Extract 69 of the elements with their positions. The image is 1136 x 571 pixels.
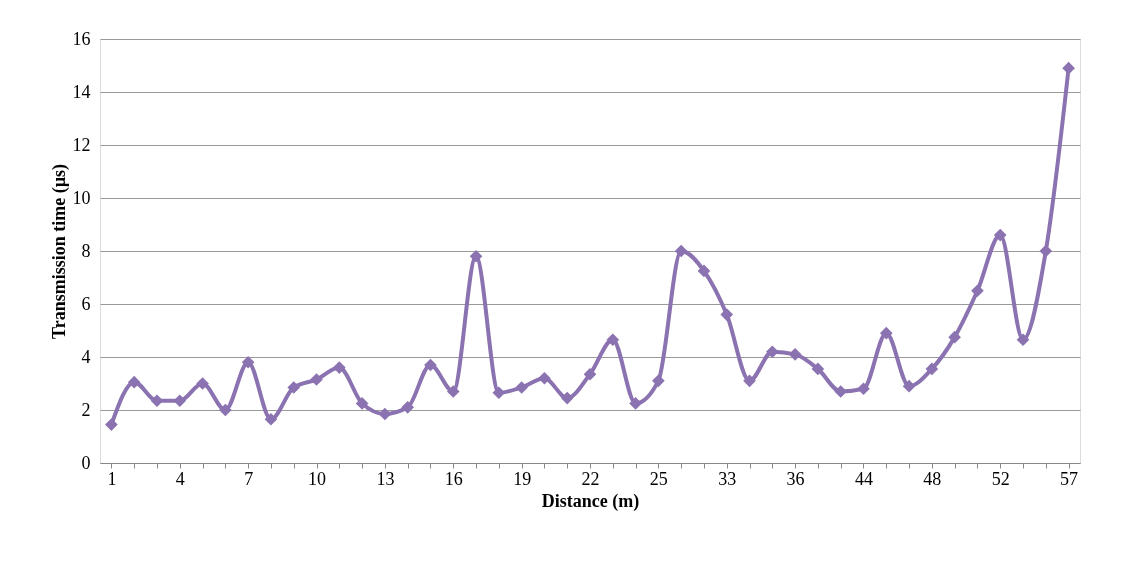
y-tick-label: 0 — [81, 452, 91, 473]
point — [948, 330, 961, 344]
point — [652, 374, 665, 388]
x-tick-label: 13 — [376, 468, 395, 489]
point — [173, 394, 187, 408]
point — [492, 386, 506, 400]
point — [583, 367, 597, 381]
point — [925, 362, 939, 376]
point — [538, 371, 551, 385]
point — [993, 228, 1007, 242]
point — [629, 397, 642, 410]
x-tick-label: 7 — [244, 468, 254, 489]
x-tick-label: 25 — [649, 468, 668, 489]
point — [606, 333, 620, 347]
point — [674, 244, 688, 258]
y-tick-label: 14 — [72, 81, 91, 102]
point — [834, 385, 848, 398]
point — [196, 377, 209, 390]
x-tick-label: 52 — [991, 468, 1010, 489]
x-tick-label: 36 — [786, 468, 805, 489]
y-axis-title: Transmission time (µs) — [48, 163, 70, 340]
point — [378, 407, 392, 421]
x-tick-label: 1 — [107, 468, 117, 489]
x-tick-label: 10 — [308, 468, 327, 489]
point — [1062, 61, 1075, 75]
x-tick-label: 22 — [581, 468, 600, 489]
point — [424, 358, 437, 372]
point — [811, 362, 825, 376]
point — [766, 345, 779, 359]
point — [1016, 333, 1030, 347]
point — [560, 391, 574, 405]
x-tick-label: 33 — [718, 468, 737, 489]
x-tick-label: 57 — [1060, 468, 1079, 489]
point — [264, 412, 278, 426]
point — [241, 355, 255, 369]
y-tick-label: 2 — [81, 399, 91, 420]
x-tick-label: 44 — [854, 468, 873, 489]
x-tick-label: 19 — [513, 468, 532, 489]
y-tick-label: 16 — [72, 28, 91, 49]
point — [332, 361, 346, 374]
point — [401, 401, 414, 414]
point — [446, 385, 460, 398]
point — [857, 382, 870, 396]
y-tick-label: 8 — [81, 240, 91, 261]
x-tick-label: 4 — [175, 468, 185, 489]
point — [310, 373, 323, 386]
point — [469, 249, 483, 263]
point — [1039, 244, 1053, 258]
point — [127, 375, 141, 389]
y-tick-label: 4 — [81, 346, 91, 367]
point — [902, 379, 916, 393]
y-tick-label: 10 — [72, 187, 91, 208]
point — [743, 374, 756, 388]
point — [971, 284, 984, 298]
point — [219, 403, 232, 417]
x-tick-label: 16 — [444, 468, 463, 489]
point — [697, 264, 711, 278]
y-tick-label: 12 — [72, 134, 91, 155]
point — [879, 326, 893, 340]
x-tick-label: 48 — [923, 468, 942, 489]
point — [287, 381, 301, 394]
point — [355, 397, 369, 410]
point — [105, 418, 118, 431]
point — [720, 308, 734, 321]
x-axis-title: Distance (m) — [541, 490, 640, 512]
point — [788, 348, 802, 361]
y-tick-label: 6 — [81, 293, 91, 314]
point — [150, 394, 164, 408]
point — [515, 381, 528, 394]
